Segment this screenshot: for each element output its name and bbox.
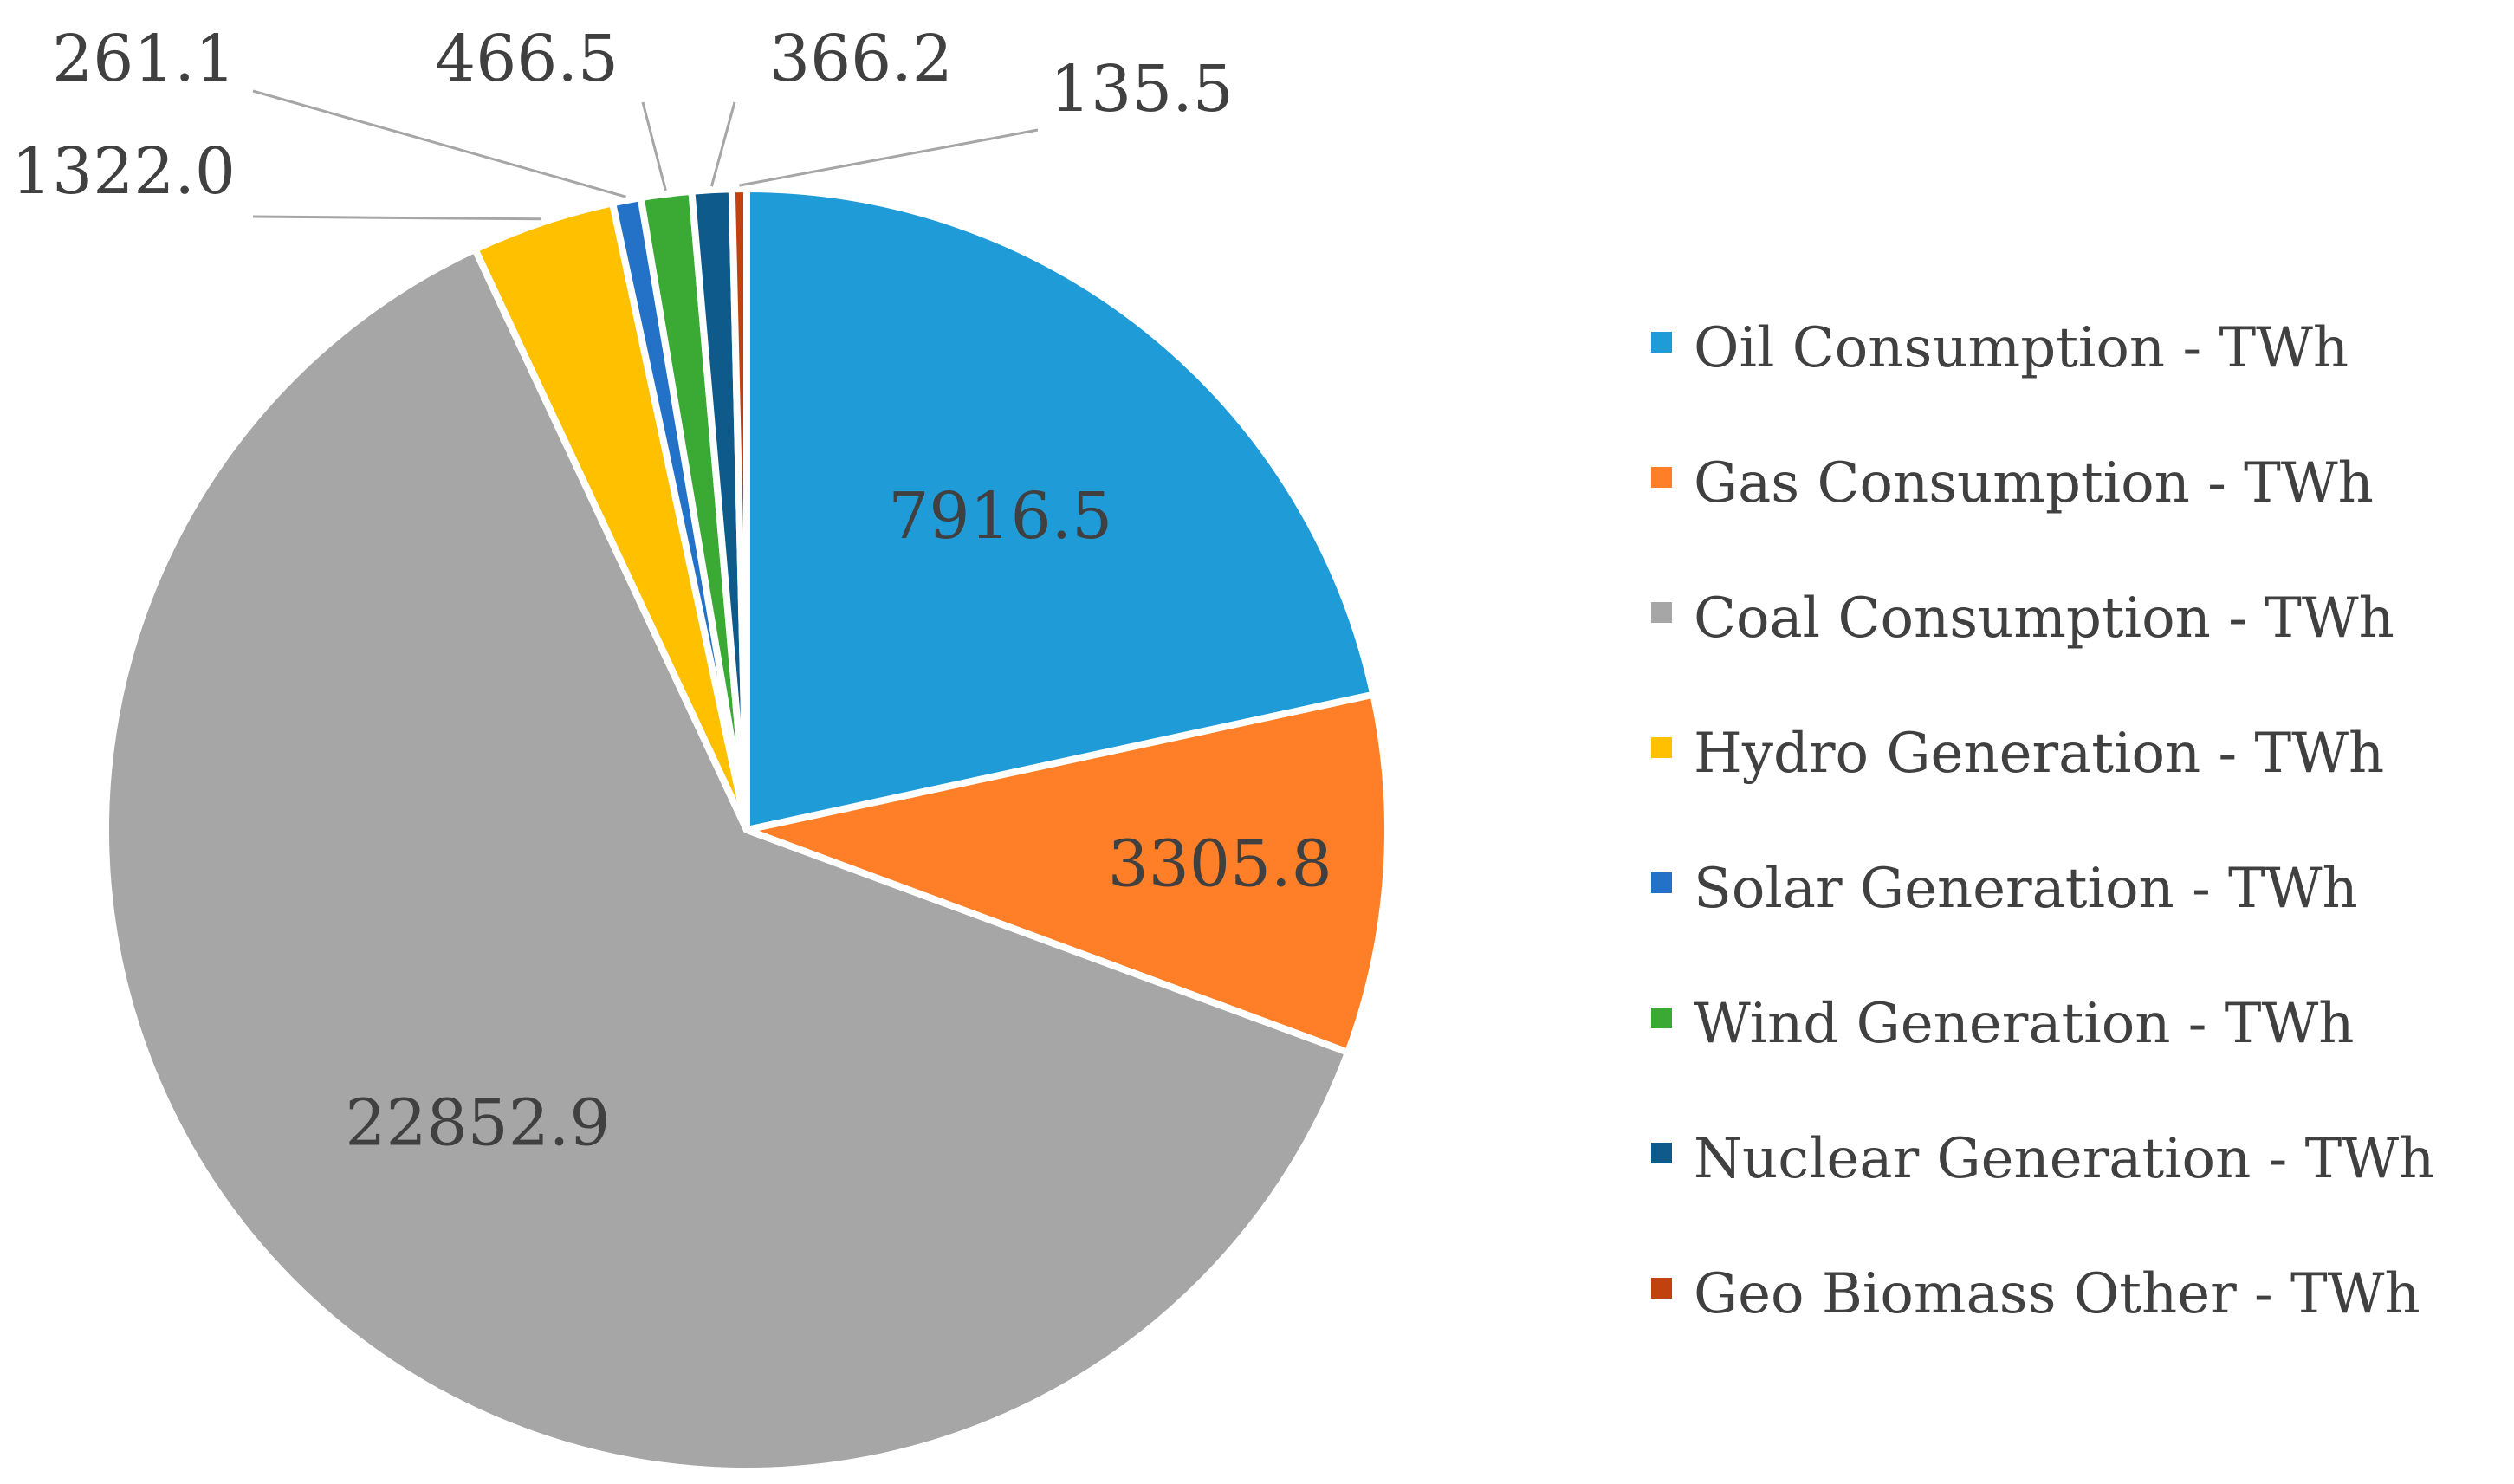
legend-label-oil-consumption-twh: Oil Consumption - TWh: [1694, 316, 2349, 380]
legend-label-nuclear-generation-twh: Nuclear Generation - TWh: [1694, 1127, 2434, 1191]
legend-label-geo-biomass-other-twh: Geo Biomass Other - TWh: [1694, 1262, 2420, 1326]
data-label-geo-biomass-other-twh: 135.5: [1050, 52, 1234, 126]
legend-swatch-geo-biomass-other-twh: [1651, 1278, 1672, 1299]
leader-line-hydro-generation-twh: [252, 215, 541, 221]
data-label-solar-generation-twh: 261.1: [52, 22, 236, 96]
data-labels: 7916.5 3305.8 22852.9 1322.0 261.1 466.5 366.2…: [11, 22, 1332, 1161]
legend-swatch-oil-consumption-twh: [1651, 332, 1672, 353]
data-label-oil-consumption-twh: 7916.5: [888, 479, 1112, 554]
slice-geo-biomass-other-twh: [728, 185, 750, 833]
slice-oil-consumption-twh: [743, 185, 1377, 833]
legend-swatch-gas-consumption-twh: [1651, 467, 1672, 488]
legend-swatch-coal-consumption-twh: [1651, 602, 1672, 623]
legend: Oil Consumption - TWh Gas Consumption - T…: [1651, 316, 2434, 1326]
leader-line-nuclear-generation-twh: [709, 101, 736, 187]
data-label-gas-consumption-twh: 3305.8: [1108, 827, 1332, 902]
legend-swatch-solar-generation-twh: [1651, 872, 1672, 893]
legend-label-solar-generation-twh: Solar Generation - TWh: [1694, 857, 2358, 921]
leader-line-wind-generation-twh: [641, 101, 667, 191]
label-leader-lines: [252, 89, 1039, 221]
legend-swatch-hydro-generation-twh: [1651, 737, 1672, 758]
legend-swatch-nuclear-generation-twh: [1651, 1143, 1672, 1163]
slice-gas-consumption-twh: [743, 690, 1391, 1056]
slice-coal-consumption-twh: [101, 245, 1352, 1474]
legend-label-wind-generation-twh: Wind Generation - TWh: [1694, 992, 2354, 1056]
leader-line-solar-generation-twh: [252, 89, 627, 198]
legend-label-hydro-generation-twh: Hydro Generation - TWh: [1694, 722, 2384, 786]
data-label-hydro-generation-twh: 1322.0: [11, 134, 236, 209]
data-label-wind-generation-twh: 466.5: [435, 22, 619, 96]
leader-line-geo-biomass-other-twh: [739, 128, 1039, 187]
legend-label-coal-consumption-twh: Coal Consumption - TWh: [1694, 586, 2394, 651]
legend-label-gas-consumption-twh: Gas Consumption - TWh: [1694, 451, 2374, 515]
legend-swatch-wind-generation-twh: [1651, 1008, 1672, 1028]
pie-slices: [101, 185, 1391, 1474]
data-label-coal-consumption-twh: 22852.9: [345, 1086, 610, 1161]
data-label-nuclear-generation-twh: 366.2: [769, 22, 953, 96]
